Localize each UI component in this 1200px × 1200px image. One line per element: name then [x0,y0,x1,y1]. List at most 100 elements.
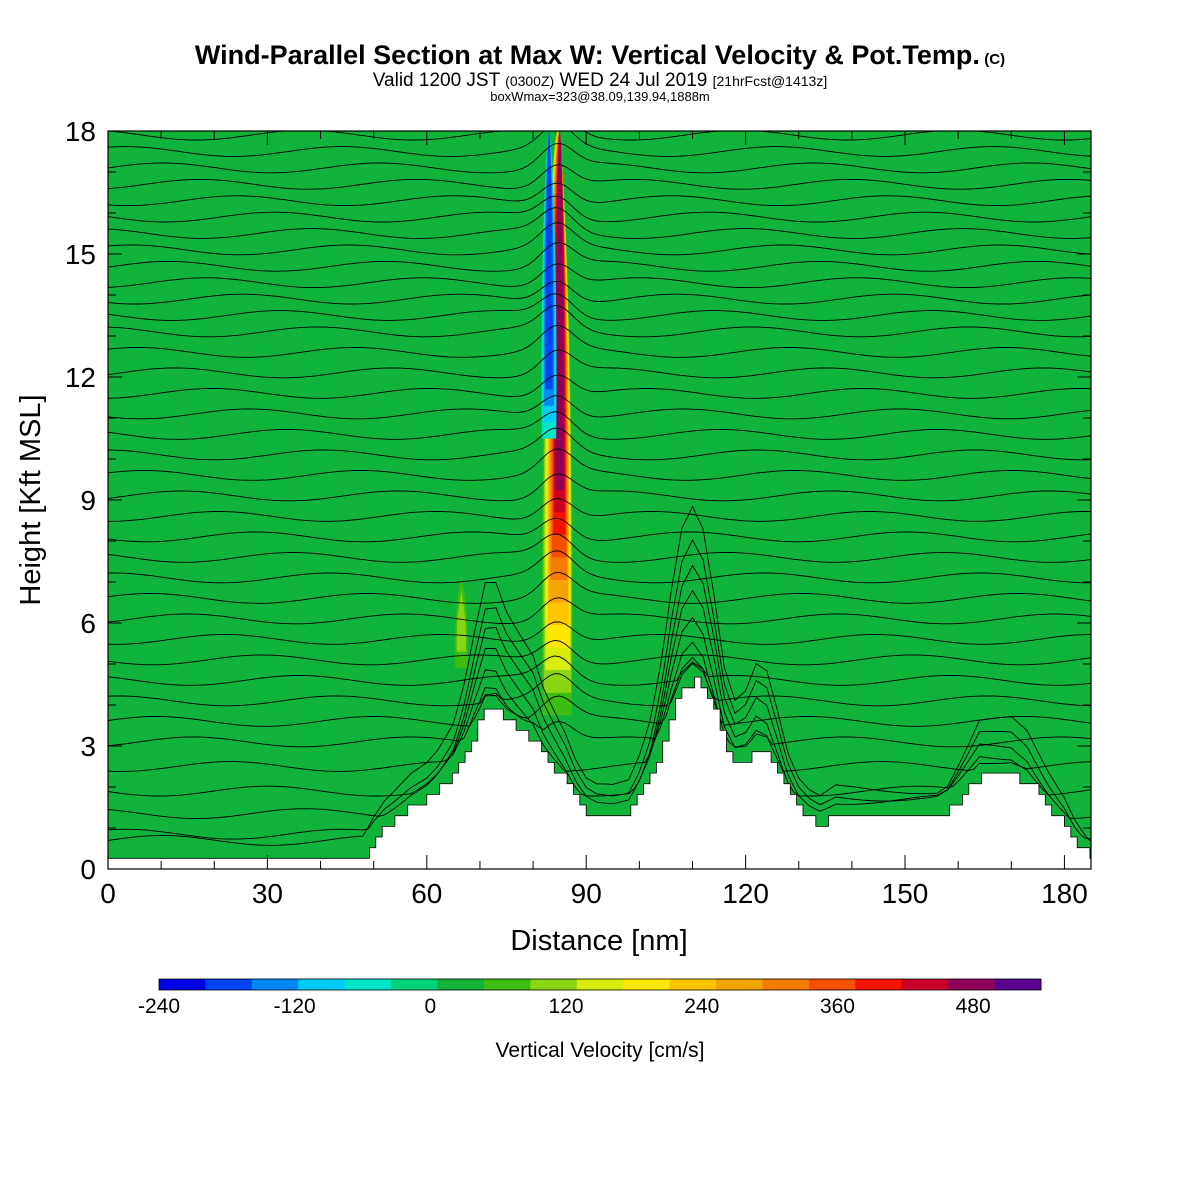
updraft-streak [1003,131,1030,716]
y-tick-label: 3 [80,731,96,762]
chart-subtitle: Valid 1200 JST (0300Z) WED 24 Jul 2019 [… [0,71,1200,90]
plot-area [108,131,1091,869]
x-tick-label: 180 [1041,878,1088,909]
colorbar-tick-label: -240 [138,995,180,1018]
theta-contour [108,498,1091,522]
theta-contour [108,222,1091,256]
theta-contour [108,182,1091,207]
colorbar-swatch [251,979,299,990]
colorbar: -240 -120 0 120 240 360 480 [138,978,1042,1018]
colorbar-swatch [948,979,996,990]
theta-contour [108,195,1091,223]
colorbar-swatch [437,979,485,990]
updraft-streak [113,151,135,818]
downdraft-core-level [545,131,553,390]
theta-contour [108,131,1091,157]
theta-contour [108,473,1091,502]
colorbar-swatch [530,979,578,990]
theta-contour [108,263,1091,289]
updraft-streak [902,213,929,777]
colorbar-tick-label: 360 [820,995,855,1018]
theta-contour [108,164,1091,190]
theta-contour [108,597,1091,625]
theta-contour [108,305,1091,338]
colorbar-tick-label: 120 [549,995,584,1018]
colorbar-tick-label: 480 [956,995,991,1018]
theta-contour [108,533,1091,563]
colorbar-swatch [159,979,206,990]
colorbar-swatch [901,979,949,990]
y-axis: 0 3 6 9 12 15 18 [65,116,1091,885]
theta-contour [108,641,1091,748]
updraft-streak [955,295,983,757]
theta-contour [108,411,1091,440]
x-axis: 0 30 60 90 120 150 180 [100,131,1088,909]
theta-contour [108,571,1091,604]
theta-contour [108,662,1091,707]
terrain [108,676,1091,869]
theta-contour [108,395,1091,420]
updraft-streak [195,213,212,798]
subtitle-valid: Valid 1200 JST [372,70,500,91]
subtitle-forecast: [21hrFcst@1413z] [712,73,828,89]
theta-contour [108,131,1091,141]
colorbar-swatch [205,979,253,990]
colorbar-swatch [483,979,531,990]
colorbar-tick-label: 240 [684,995,719,1018]
y-tick-label: 15 [65,239,96,270]
theta-contour [108,564,1091,820]
chart-subline: boxWmax=323@38.09,139.94,1888m [490,89,710,104]
updraft-streak [703,213,735,654]
subtitle-utc: (0300Z) [505,73,555,89]
updraft-streak [862,377,884,736]
colorbar-swatch [855,979,903,990]
chart-title: Wind-Parallel Section at Max W: Vertical… [0,42,1200,69]
colorbar-swatch [344,979,392,990]
theta-contour [108,427,1091,461]
theta-contours [108,131,1091,846]
colorbar-swatch [576,979,624,990]
theta-contour [108,655,1091,686]
y-tick-label: 12 [65,362,96,393]
y-axis-label: Height [Kft MSL] [15,394,47,605]
theta-contour [108,656,1091,727]
x-tick-label: 150 [882,878,929,909]
colorbar-swatch [391,979,439,990]
colorbar-tick-label: 0 [425,995,437,1018]
colorbar-frame [158,978,1042,991]
theta-contour [108,142,1091,174]
theta-contour [108,207,1091,239]
title-block: Wind-Parallel Section at Max W: Vertical… [0,42,1200,104]
x-tick-label: 120 [722,878,769,909]
theta-contour [108,325,1091,358]
updraft-streak [147,295,175,757]
colorbar-swatch [716,979,763,990]
y-tick-label: 18 [65,116,96,147]
colorbar-swatch [808,979,856,990]
colorbar-swatch [994,979,1042,990]
theta-contour [108,517,1091,543]
y-tick-label: 0 [80,854,96,885]
theta-contour [108,539,1091,840]
theta-contour [108,448,1091,481]
subtitle-date: WED 24 Jul 2019 [559,70,708,91]
colorbar-swatch [298,979,346,990]
x-tick-label: 30 [252,878,283,909]
updraft-streak [596,172,629,695]
colorbar-swatch [762,979,810,990]
x-tick-label: 0 [100,878,116,909]
theta-contour [108,505,1091,846]
updraft-streak [758,295,786,716]
theta-contour [108,374,1091,399]
theta-contour [108,349,1091,379]
updraft-streak [1053,254,1076,777]
theta-contour [108,640,1091,666]
chart-title-text: Wind-Parallel Section at Max W: Vertical… [194,40,980,70]
copyright-mark: (C) [984,51,1006,68]
updraft-streak [309,213,332,777]
y-tick-label: 6 [80,608,96,639]
theta-contour [108,616,1091,772]
x-tick-label: 60 [411,878,442,909]
x-tick-label: 90 [571,878,602,909]
